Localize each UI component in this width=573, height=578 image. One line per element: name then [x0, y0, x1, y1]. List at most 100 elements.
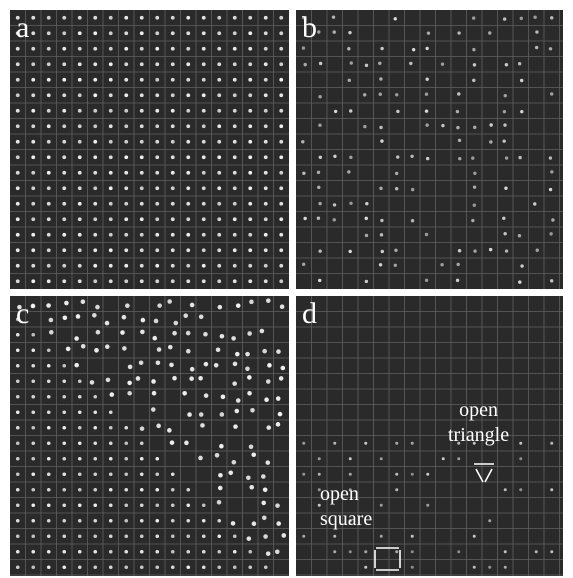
atom-spot — [261, 500, 267, 506]
atom-spot — [410, 187, 415, 192]
atom-spot — [155, 108, 160, 113]
atom-spot — [93, 77, 98, 82]
atom-spot — [347, 47, 351, 51]
atom-spot — [379, 503, 383, 507]
atom-spot — [31, 425, 36, 430]
atom-spot — [31, 379, 36, 384]
atom-spot — [473, 249, 477, 253]
atom-spot — [274, 549, 280, 555]
atom-spot — [108, 472, 113, 477]
atom-spot — [31, 410, 36, 415]
atom-spot — [48, 317, 54, 323]
atom-spot — [170, 487, 175, 492]
atom-spot — [124, 77, 129, 82]
atom-spot — [173, 320, 179, 326]
panel-b: b — [296, 10, 563, 289]
atom-spot — [155, 248, 160, 253]
atom-spot — [155, 186, 160, 191]
atom-spot — [31, 77, 36, 82]
atom-spot — [232, 201, 237, 206]
atom-spot — [139, 93, 144, 98]
atom-spot — [62, 248, 67, 253]
atom-spot — [550, 550, 554, 554]
atom-spot — [46, 155, 51, 160]
atom-spot — [232, 232, 237, 237]
atom-spot — [139, 232, 144, 237]
atom-spot — [217, 186, 222, 191]
atom-spot — [31, 363, 36, 368]
atom-spot — [364, 279, 369, 284]
atom-spot — [347, 170, 351, 174]
atom-spot — [77, 394, 82, 399]
atom-spot — [62, 139, 67, 144]
atom-spot — [108, 170, 113, 175]
atom-spot — [139, 77, 144, 82]
atom-spot — [15, 77, 20, 82]
atom-spot — [124, 93, 129, 98]
atom-spot — [349, 155, 353, 160]
atom-spot — [187, 412, 192, 417]
atom-spot — [201, 93, 206, 98]
atom-spot — [31, 93, 36, 98]
atom-spot — [15, 62, 20, 67]
atom-spot — [151, 379, 156, 384]
atom-spot — [93, 93, 98, 98]
atom-spot — [426, 31, 431, 35]
atom-spot — [235, 351, 240, 357]
atom-spot — [248, 31, 253, 36]
atom-spot — [80, 343, 86, 349]
atom-spot — [395, 488, 399, 492]
atom-spot — [155, 124, 160, 129]
atom-spot — [263, 15, 268, 20]
atom-spot — [124, 248, 129, 253]
atom-spot — [198, 455, 203, 461]
atom-spot — [217, 124, 222, 129]
atom-spot — [77, 217, 82, 222]
atom-spot — [217, 549, 222, 554]
atom-spot — [301, 140, 305, 144]
atom-spot — [62, 565, 67, 570]
atom-spot — [189, 376, 194, 381]
atom-spot — [46, 534, 51, 539]
atom-spot — [503, 550, 507, 554]
atom-spot — [170, 248, 175, 253]
atom-spot — [248, 93, 253, 98]
atom-spot — [155, 217, 160, 222]
atom-spot — [93, 425, 98, 430]
atom-spot — [46, 201, 51, 206]
panel-d: d open triangle open square — [296, 296, 563, 576]
atom-spot — [263, 217, 268, 222]
atom-spot — [349, 61, 353, 65]
atom-spot — [93, 441, 98, 446]
atom-spot — [31, 232, 36, 237]
atom-spot — [77, 77, 82, 82]
atom-spot — [139, 279, 144, 284]
atom-spot — [265, 298, 271, 303]
atom-spot — [332, 30, 336, 34]
atom-spot — [108, 15, 113, 20]
atom-spot — [139, 186, 144, 191]
atom-spot — [93, 186, 98, 191]
atom-spot — [93, 279, 98, 284]
atom-spot — [263, 170, 268, 175]
atom-spot — [441, 123, 445, 128]
atom-spot — [17, 304, 22, 310]
atom-spot — [124, 425, 129, 430]
atom-spot — [170, 170, 175, 175]
atom-spot — [472, 565, 476, 569]
atom-spot — [410, 534, 414, 538]
atom-spot — [333, 109, 338, 114]
atom-spot — [153, 318, 159, 324]
atom-spot — [198, 412, 204, 417]
atom-spot — [124, 155, 129, 160]
atom-spot — [15, 425, 20, 430]
atom-spot — [233, 424, 238, 429]
atom-spot — [263, 565, 268, 570]
atom-spot — [139, 487, 144, 492]
atom-spot — [249, 484, 255, 490]
atom-spot — [186, 232, 191, 237]
atom-spot — [410, 441, 414, 445]
atom-spot — [15, 503, 20, 508]
atom-spot — [440, 263, 444, 267]
atom-spot — [93, 31, 98, 36]
